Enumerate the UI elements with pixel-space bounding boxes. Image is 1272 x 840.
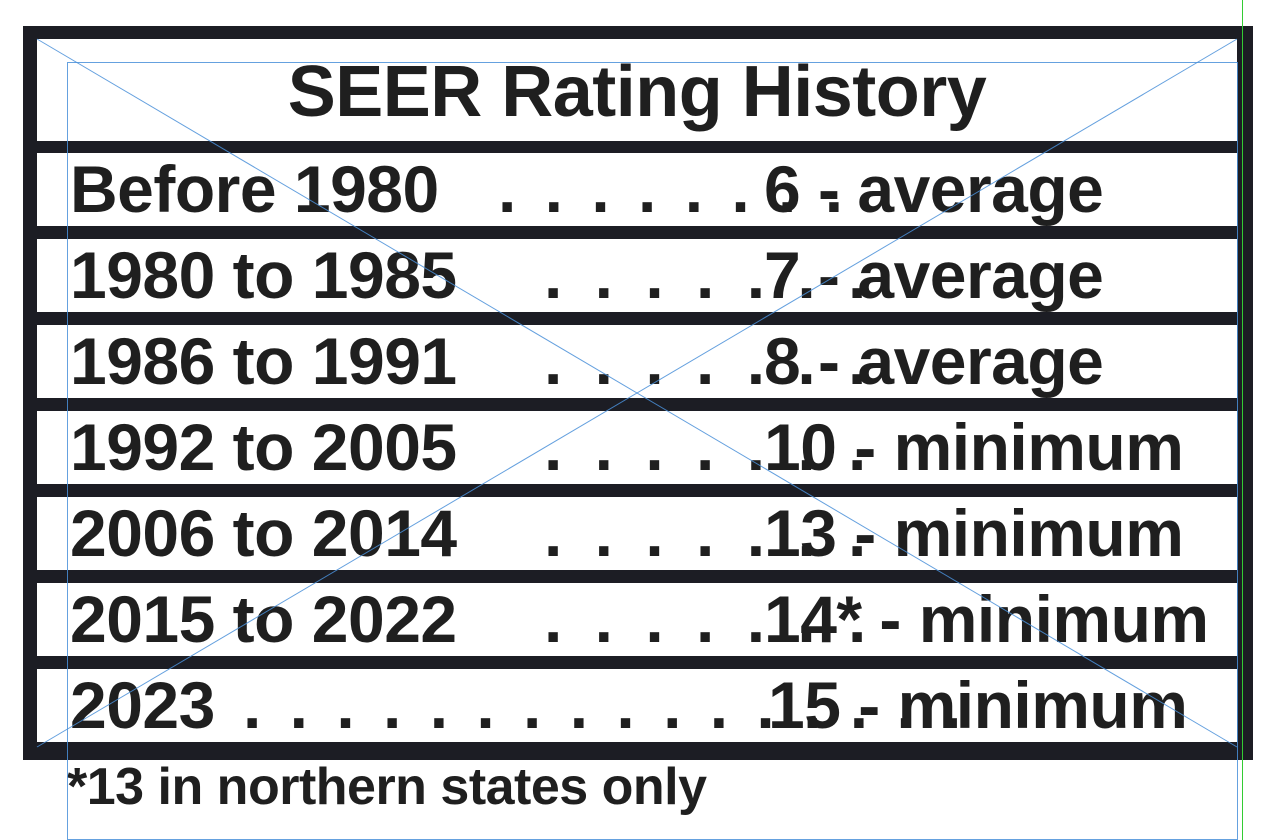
- table-row: 1980 to 1985 . . . . . . . 7 - average: [37, 239, 1237, 312]
- title-row: SEER Rating History: [37, 39, 1237, 141]
- period-label: Before 1980: [70, 153, 439, 226]
- table-row: Before 1980 . . . . . . . . 6 - average: [37, 153, 1237, 226]
- period-label: 1986 to 1991: [70, 325, 457, 398]
- period-label: 2023: [70, 669, 215, 742]
- footnote: *13 in northern states only: [67, 758, 707, 816]
- rating-value: 6 - average: [764, 153, 1104, 226]
- table-row: 2023 . . . . . . . . . . . . . . . . 15 …: [37, 669, 1237, 742]
- rating-value: 15 - minimum: [768, 669, 1188, 742]
- table-row: 2006 to 2014 . . . . . . . 13 - minimum: [37, 497, 1237, 570]
- rating-value: 13 - minimum: [764, 497, 1184, 570]
- rating-value: 8 - average: [764, 325, 1104, 398]
- rating-value: 14* - minimum: [764, 583, 1209, 656]
- table-row: 1986 to 1991 . . . . . . . 8 - average: [37, 325, 1237, 398]
- table-row: 1992 to 2005 . . . . . . . 10 - minimum: [37, 411, 1237, 484]
- period-label: 1992 to 2005: [70, 411, 457, 484]
- table-row: 2015 to 2022 . . . . . . . 14* - minimum: [37, 583, 1237, 656]
- page-title: SEER Rating History: [287, 52, 987, 132]
- period-label: 2015 to 2022: [70, 583, 457, 656]
- rating-value: 7 - average: [764, 239, 1104, 312]
- period-label: 1980 to 1985: [70, 239, 457, 312]
- period-label: 2006 to 2014: [70, 497, 457, 570]
- rating-value: 10 - minimum: [764, 411, 1184, 484]
